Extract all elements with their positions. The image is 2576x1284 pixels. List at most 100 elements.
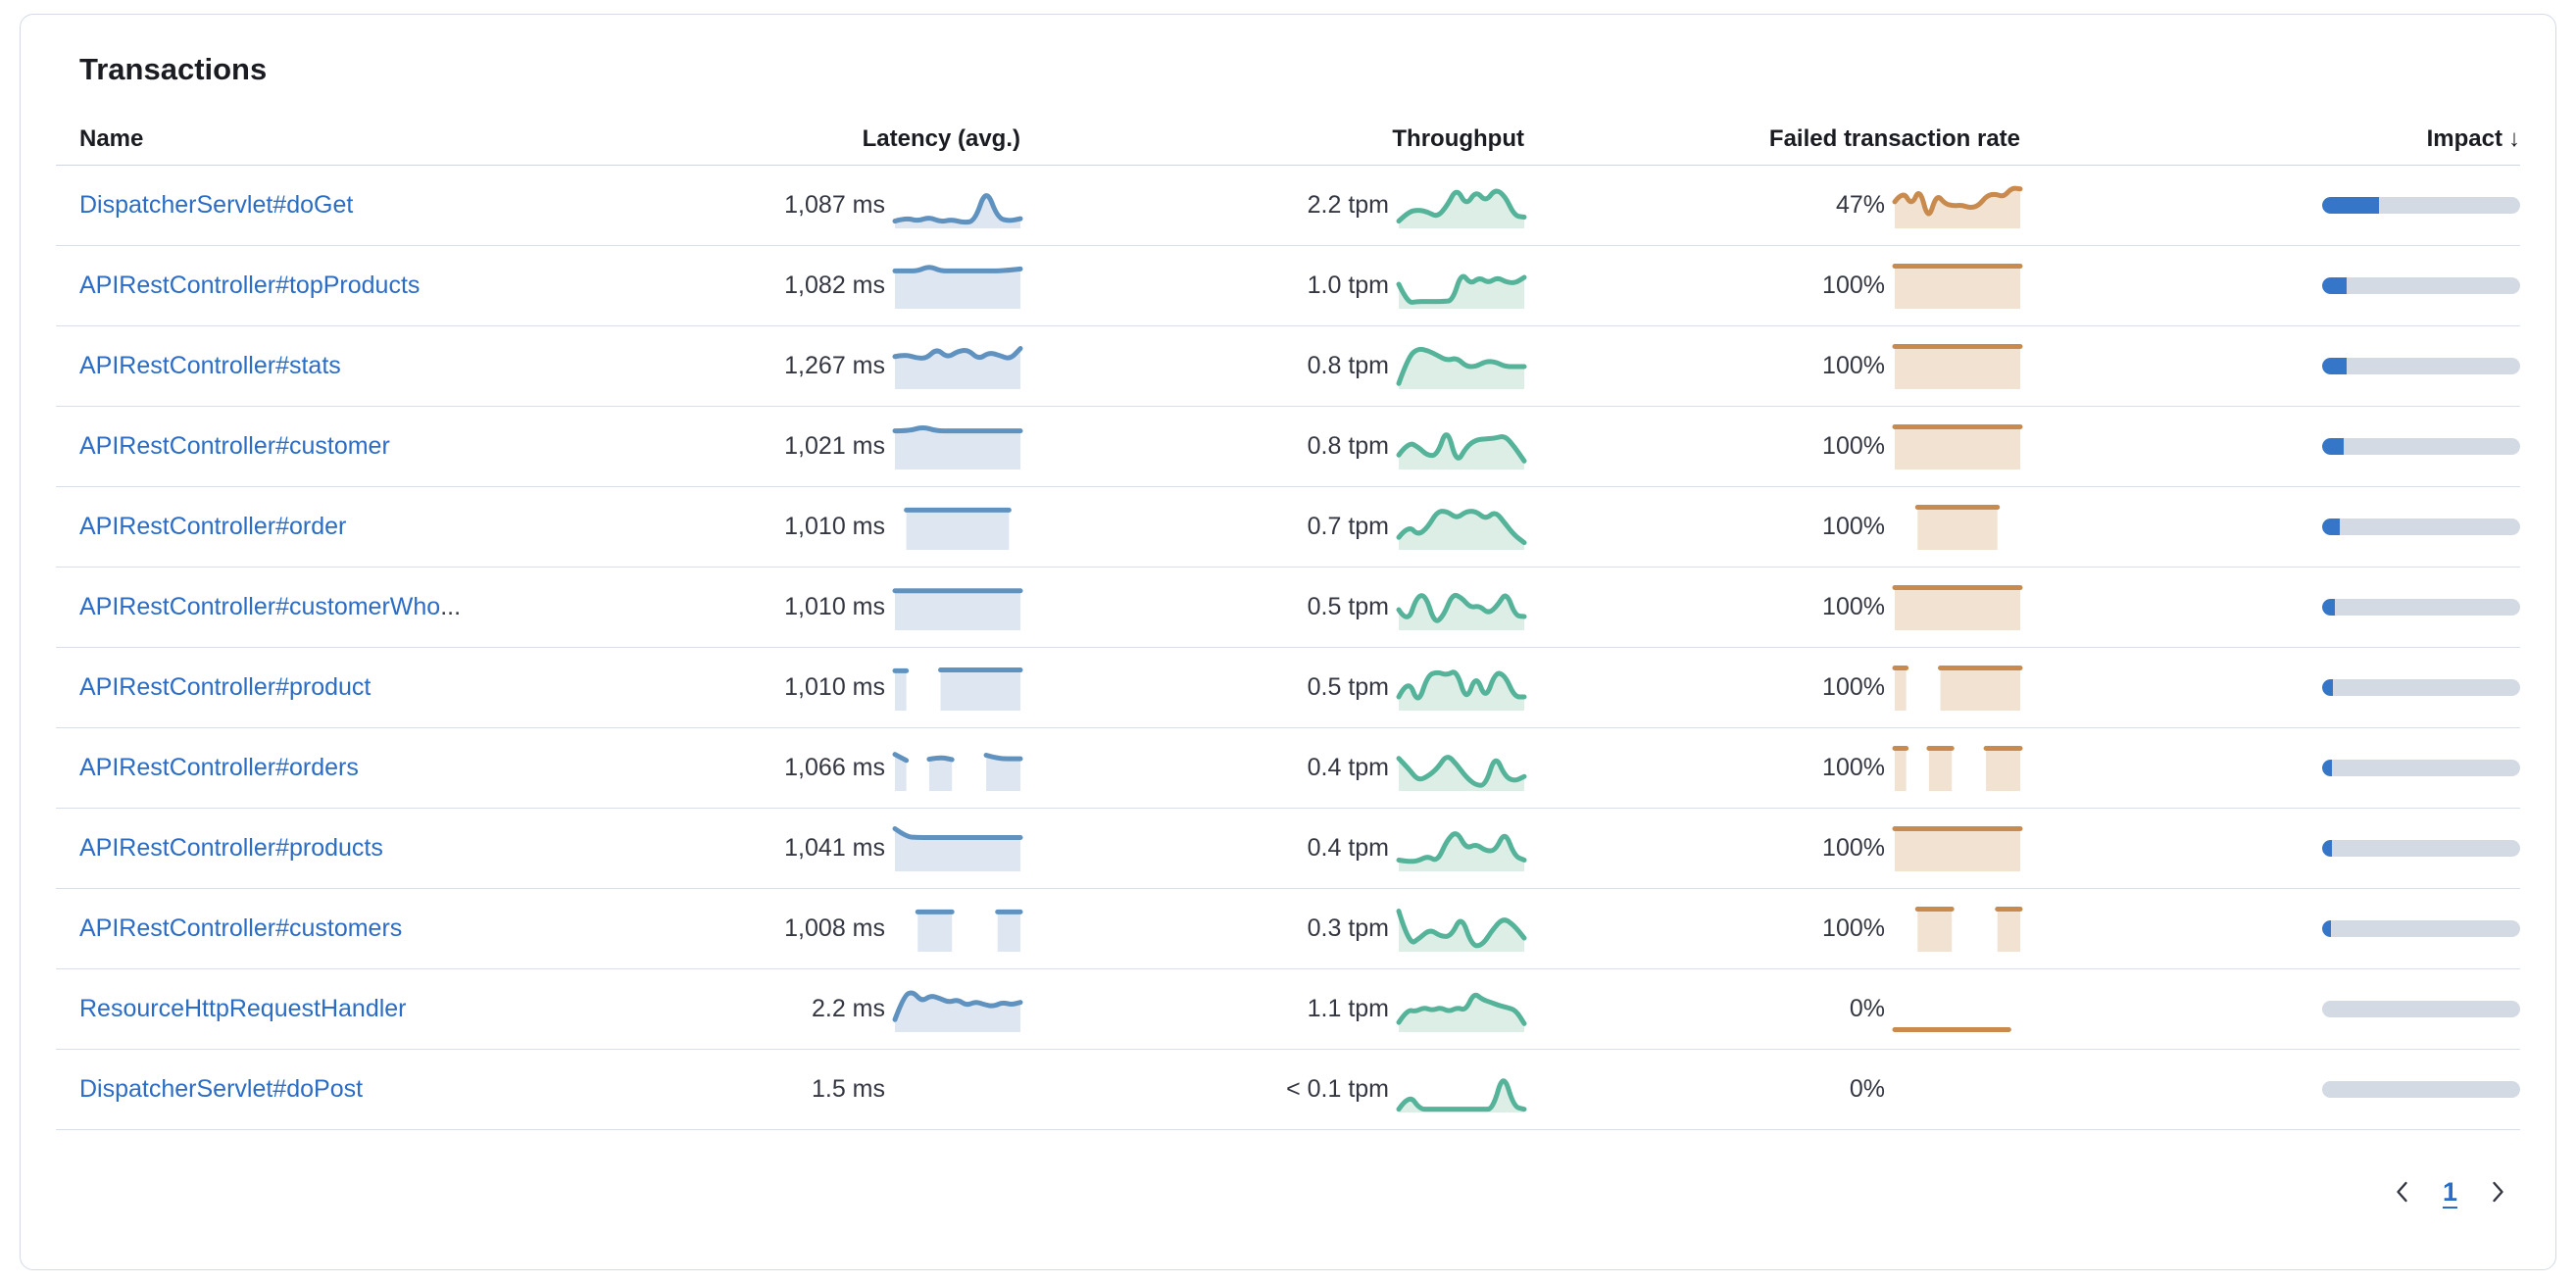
throughput-value: 1.1 tpm: [1307, 995, 1389, 1022]
failed-rate-value: 100%: [1822, 593, 1885, 620]
impact-bar: [2322, 760, 2520, 776]
name-cell: APIRestController#customer: [56, 432, 570, 461]
transaction-name-link[interactable]: APIRestController#customerWho...: [79, 593, 462, 620]
latency-cell: 2.2 ms: [570, 987, 1023, 1032]
failed-rate-value: 100%: [1822, 352, 1885, 379]
throughput-sparkline: [1396, 424, 1527, 469]
throughput-cell: 0.3 tpm: [1020, 907, 1527, 952]
latency-value: 1,066 ms: [784, 754, 885, 781]
impact-bar: [2322, 277, 2520, 294]
latency-sparkline: [895, 1067, 1020, 1112]
latency-cell: 1,010 ms: [570, 505, 1020, 550]
impact-cell: [2020, 840, 2520, 857]
impact-cell: [2020, 358, 2520, 374]
pagination-prev-button[interactable]: [2380, 1169, 2425, 1214]
throughput-value: 0.8 tpm: [1307, 432, 1389, 460]
failed-rate-cell: 47%: [1524, 183, 2023, 228]
throughput-value: 0.5 tpm: [1307, 673, 1389, 701]
impact-bar-fill: [2322, 438, 2344, 455]
failed-rate-sparkline: [1892, 343, 2023, 389]
throughput-sparkline: [1396, 264, 1527, 309]
transactions-panel: Transactions Name Latency (avg.) Through…: [20, 14, 2556, 1270]
impact-cell: [2020, 197, 2520, 214]
throughput-sparkline: [1396, 826, 1527, 871]
table-row: APIRestController#customerWho... 1,010 m…: [56, 568, 2520, 648]
latency-sparkline: [892, 666, 1023, 711]
transaction-name-link[interactable]: APIRestController#orders: [79, 754, 359, 781]
table-row: APIRestController#customer 1,021 ms 0.8 …: [56, 407, 2520, 487]
failed-rate-value: 100%: [1822, 272, 1885, 299]
latency-cell: 1.5 ms: [570, 1067, 1020, 1112]
name-cell: APIRestController#products: [56, 834, 570, 863]
column-header-throughput[interactable]: Throughput: [1392, 124, 1524, 152]
throughput-sparkline: [1396, 344, 1527, 389]
name-cell: APIRestController#customers: [56, 914, 570, 943]
latency-sparkline: [892, 264, 1023, 309]
latency-value: 1,010 ms: [784, 673, 885, 701]
transaction-name-link[interactable]: APIRestController#topProducts: [79, 272, 421, 299]
failed-rate-sparkline: [1895, 504, 2020, 550]
impact-cell: [2020, 438, 2520, 455]
throughput-value: 0.3 tpm: [1307, 914, 1389, 942]
latency-cell: 1,066 ms: [570, 746, 1023, 791]
transaction-name-link[interactable]: DispatcherServlet#doGet: [79, 191, 354, 219]
transaction-name-link[interactable]: APIRestController#order: [79, 513, 347, 540]
name-cell: APIRestController#orders: [56, 754, 570, 782]
transaction-name-link[interactable]: APIRestController#product: [79, 673, 372, 701]
failed-rate-sparkline: [1892, 825, 2023, 871]
sort-desc-arrow-icon: ↓: [2508, 124, 2520, 152]
impact-bar: [2322, 1001, 2520, 1017]
column-header-impact[interactable]: Impact ↓: [2020, 125, 2520, 153]
column-header-name: Name: [79, 124, 144, 152]
failed-rate-sparkline: [1892, 584, 2023, 630]
latency-value: 1,087 ms: [784, 191, 885, 219]
transaction-name-link[interactable]: APIRestController#products: [79, 834, 383, 862]
failed-rate-cell: 0%: [1524, 987, 2020, 1032]
table-row: APIRestController#order 1,010 ms 0.7 tpm…: [56, 487, 2520, 568]
latency-cell: 1,010 ms: [570, 585, 1023, 630]
failed-rate-cell: 100%: [1524, 906, 2023, 952]
failed-rate-cell: 100%: [1524, 263, 2023, 309]
latency-sparkline: [892, 825, 1023, 871]
failed-rate-cell: 100%: [1524, 745, 2023, 791]
impact-cell: [2020, 679, 2520, 696]
table-row: APIRestController#customers 1,008 ms 0.3…: [56, 889, 2520, 969]
throughput-cell: 0.7 tpm: [1020, 505, 1527, 550]
failed-rate-value: 100%: [1822, 754, 1885, 781]
table-header-row: Name Latency (avg.) Throughput Failed tr…: [56, 113, 2520, 166]
name-cell: ResourceHttpRequestHandler: [56, 995, 570, 1023]
impact-bar: [2322, 1081, 2520, 1098]
name-cell: DispatcherServlet#doPost: [56, 1075, 570, 1104]
throughput-value: 0.8 tpm: [1307, 352, 1389, 379]
transaction-name-link[interactable]: ResourceHttpRequestHandler: [79, 995, 407, 1022]
transaction-name-link[interactable]: APIRestController#customers: [79, 914, 403, 942]
pagination: 1: [56, 1169, 2520, 1242]
throughput-value: 1.0 tpm: [1307, 272, 1389, 299]
latency-cell: 1,041 ms: [570, 825, 1023, 871]
throughput-cell: 1.1 tpm: [1020, 987, 1527, 1032]
transaction-name-link[interactable]: APIRestController#customer: [79, 432, 390, 460]
latency-cell: 1,010 ms: [570, 666, 1023, 711]
failed-rate-value: 0%: [1849, 995, 1885, 1022]
throughput-value: < 0.1 tpm: [1286, 1075, 1389, 1103]
column-header-failed-rate[interactable]: Failed transaction rate: [1768, 124, 2020, 152]
impact-bar: [2322, 679, 2520, 696]
transaction-name-link[interactable]: DispatcherServlet#doPost: [79, 1075, 364, 1103]
impact-cell: [2020, 920, 2520, 937]
table-row: DispatcherServlet#doPost 1.5 ms < 0.1 tp…: [56, 1050, 2520, 1130]
failed-rate-cell: 100%: [1524, 504, 2020, 550]
table-row: APIRestController#orders 1,066 ms 0.4 tp…: [56, 728, 2520, 809]
latency-sparkline: [892, 585, 1023, 630]
latency-sparkline: [895, 907, 1023, 952]
column-header-latency[interactable]: Latency (avg.): [862, 124, 1020, 152]
latency-value: 1,082 ms: [784, 272, 885, 299]
impact-bar: [2322, 519, 2520, 535]
latency-cell: 1,008 ms: [570, 907, 1023, 952]
pagination-page-1[interactable]: 1: [2442, 1176, 2457, 1207]
pagination-next-button[interactable]: [2475, 1169, 2520, 1214]
chevron-left-icon: [2397, 1181, 2407, 1203]
transaction-name-link[interactable]: APIRestController#stats: [79, 352, 341, 379]
impact-bar: [2322, 840, 2520, 857]
latency-sparkline: [892, 344, 1023, 389]
failed-rate-sparkline: [1895, 906, 2023, 952]
